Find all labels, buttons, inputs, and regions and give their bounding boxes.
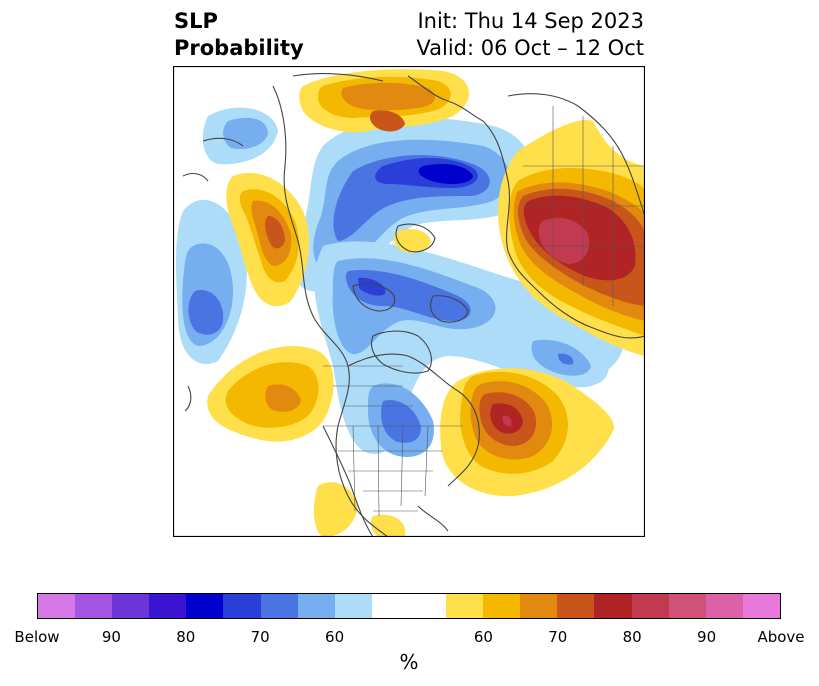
init-date: Init: Thu 14 Sep 2023 [417, 9, 644, 33]
colorbar-tick-label: 80 [622, 628, 642, 646]
colorbar-cell [223, 594, 261, 618]
forecast-dates: Init: Thu 14 Sep 2023 Valid: 06 Oct – 12… [416, 8, 644, 62]
colorbar-cell [631, 594, 669, 618]
political-borders [323, 106, 645, 517]
colorbar-cell [483, 594, 521, 618]
title-line-1: SLP [174, 9, 218, 33]
colorbar-cell [186, 594, 224, 618]
colorbar-cell [408, 594, 447, 618]
above-normal-region-atlantic [440, 368, 614, 497]
colorbar-tick-label: 90 [697, 628, 717, 646]
colorbar-cell [668, 594, 706, 618]
below-normal-region-east [512, 327, 609, 388]
colorbar-tick-label: 70 [250, 628, 270, 646]
colorbar-cell [742, 594, 780, 618]
colorbar-cell [594, 594, 632, 618]
below-normal-region-alaska [175, 199, 247, 364]
colorbar-tick-label: 70 [548, 628, 568, 646]
colorbar-cell [446, 594, 484, 618]
coastlines [182, 73, 645, 537]
colorbar-tick-label: Below [14, 628, 60, 646]
title-line-2: Probability [174, 36, 304, 60]
above-normal-region-ne-pacific [207, 346, 334, 442]
map-title: SLP Probability [174, 8, 304, 62]
colorbar-cell [557, 594, 595, 618]
colorbar-tick-label: 90 [101, 628, 121, 646]
colorbar-tick-label: Above [757, 628, 805, 646]
colorbar-cell [371, 594, 409, 618]
above-normal-region-greenland [299, 69, 470, 253]
colorbar [37, 593, 781, 619]
colorbar-cell [149, 594, 187, 618]
colorbar-cell [75, 594, 113, 618]
colorbar-cell [38, 594, 76, 618]
colorbar-tick-label: 60 [473, 628, 493, 646]
colorbar-cell [297, 594, 335, 618]
colorbar-cell [112, 594, 150, 618]
above-normal-region-nw-pacific [226, 172, 310, 307]
colorbar-unit: % [399, 650, 419, 674]
colorbar-cell [520, 594, 558, 618]
colorbar-tick-label: 80 [176, 628, 196, 646]
colorbar-cell [705, 594, 743, 618]
probability-map [173, 66, 645, 537]
colorbar-cell [260, 594, 298, 618]
colorbar-tick-label: 60 [325, 628, 345, 646]
colorbar-cell [334, 594, 372, 618]
valid-date: Valid: 06 Oct – 12 Oct [416, 36, 644, 60]
